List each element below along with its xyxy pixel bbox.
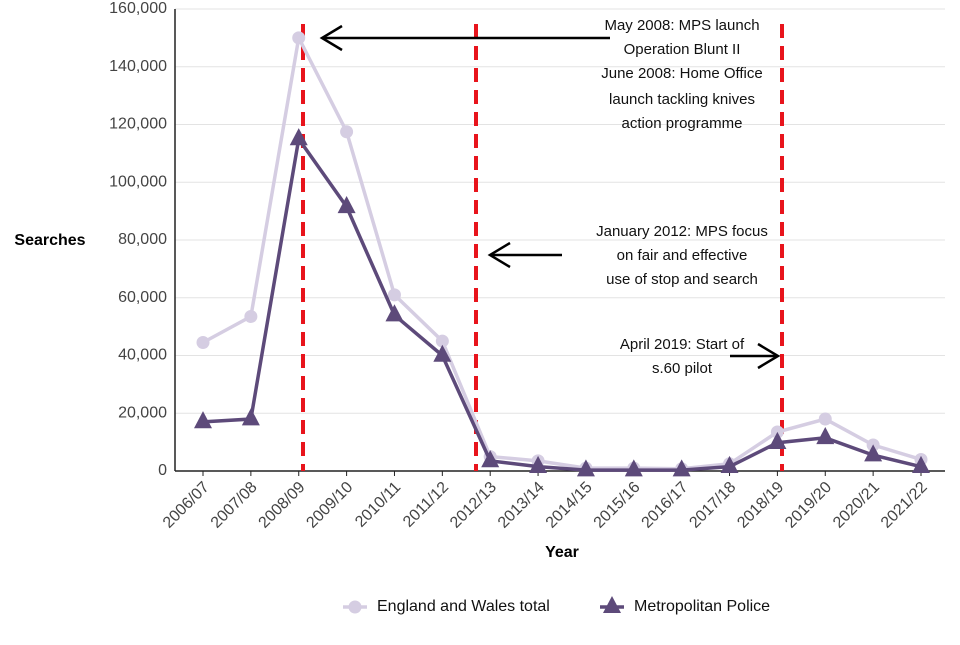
point	[435, 334, 449, 348]
x-tick-label: 2013/14	[495, 479, 548, 532]
point	[385, 304, 404, 322]
x-tick-label: 2007/08	[208, 479, 261, 532]
series-line	[202, 32, 922, 471]
x-tick-label: 2017/18	[686, 479, 739, 532]
y-tick-label: 60,000	[118, 289, 167, 306]
point	[196, 336, 210, 350]
y-tick-label: 20,000	[118, 404, 167, 421]
y-tick-label: 100,000	[109, 173, 167, 190]
point	[624, 459, 643, 477]
series-line	[202, 134, 922, 472]
annotation: s.60 pilot	[652, 360, 713, 377]
point	[340, 125, 354, 139]
x-tick-label: 2015/16	[591, 479, 644, 532]
legend-marker	[603, 596, 621, 613]
annotation: action programme	[622, 115, 743, 132]
point	[816, 426, 835, 445]
legend-label: England and Wales total	[377, 598, 550, 615]
point	[818, 412, 832, 426]
annotation: May 2008: MPS launch	[604, 17, 759, 34]
x-axis-label: Year	[545, 544, 579, 561]
x-tick-label: 2010/11	[352, 479, 404, 531]
point	[672, 459, 691, 477]
arrow-head	[319, 24, 343, 52]
point	[387, 288, 401, 302]
annotation: January 2012: MPS focus	[596, 223, 768, 240]
point	[768, 431, 787, 450]
y-tick-label: 140,000	[109, 58, 167, 75]
x-tick-label: 2006/07	[160, 479, 213, 532]
x-tick-label: 2018/19	[734, 479, 787, 532]
annotation: June 2008: Home Office	[601, 65, 762, 82]
y-tick-label: 120,000	[109, 116, 167, 133]
legend-label: Metropolitan Police	[634, 598, 770, 615]
arrow-head	[487, 241, 511, 269]
x-tick-label: 2008/09	[256, 479, 309, 532]
annotation: on fair and effective	[617, 247, 748, 264]
x-tick-label: 2014/15	[543, 479, 596, 532]
point	[529, 455, 548, 473]
annotation: Operation Blunt II	[624, 41, 741, 58]
point	[244, 310, 258, 324]
point	[289, 128, 308, 146]
y-tick-label: 80,000	[118, 231, 167, 248]
point	[292, 31, 306, 45]
x-tick-label: 2019/20	[782, 479, 835, 532]
annotation: launch tackling knives	[609, 91, 755, 108]
x-tick-label: 2016/17	[639, 479, 692, 532]
point	[241, 408, 260, 426]
arrow-head	[757, 342, 781, 370]
y-tick-label: 0	[158, 462, 167, 479]
x-tick-label: 2012/13	[447, 479, 500, 532]
annotation: April 2019: Start of	[620, 336, 745, 353]
point	[337, 195, 356, 214]
annotation: use of stop and search	[606, 271, 758, 288]
point	[864, 444, 883, 462]
x-tick-label: 2011/12	[400, 479, 452, 531]
point	[720, 455, 739, 473]
point	[194, 411, 212, 429]
x-tick-label: 2021/22	[878, 479, 931, 532]
y-axis-label: Searches	[14, 232, 85, 249]
point	[912, 455, 930, 473]
y-tick-label: 40,000	[118, 347, 167, 364]
x-tick-label: 2009/10	[303, 479, 356, 532]
x-tick-label: 2020/21	[830, 479, 883, 532]
legend-marker	[348, 600, 362, 614]
point	[576, 459, 595, 477]
y-tick-label: 160,000	[109, 0, 167, 17]
point	[481, 450, 500, 468]
point	[433, 344, 452, 362]
